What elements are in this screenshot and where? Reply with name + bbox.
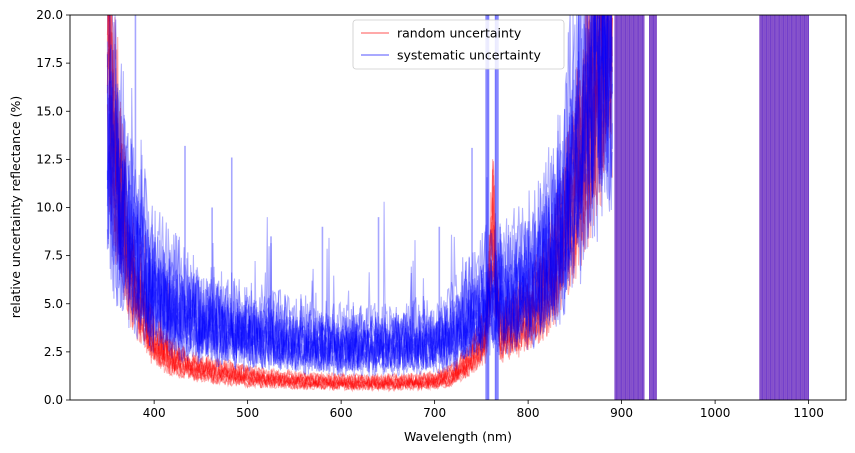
series-0-curve	[107, 15, 613, 390]
series-1-curve	[106, 15, 613, 372]
y-axis-label: relative uncertainty reflectance (%)	[8, 96, 23, 319]
series-1-curve	[106, 15, 611, 371]
y-tick-label: 10.0	[36, 201, 63, 215]
x-tick-label: 900	[610, 406, 633, 420]
series-0-curve	[107, 15, 613, 388]
y-tick-label: 5.0	[44, 297, 63, 311]
x-tick-label: 800	[517, 406, 540, 420]
series-1-curve	[109, 15, 613, 362]
x-axis: 400 500 600 700 800 900 1000 1100	[143, 400, 824, 420]
x-tick-label: 400	[143, 406, 166, 420]
series-1-curve	[106, 15, 612, 369]
y-tick-label: 2.5	[44, 345, 63, 359]
series-0-curve	[108, 15, 602, 388]
legend-label-systematic: systematic uncertainty	[397, 48, 541, 63]
y-tick-label: 15.0	[36, 104, 63, 118]
plot-background	[70, 15, 846, 400]
legend-label-random: random uncertainty	[397, 26, 522, 41]
x-tick-label: 1100	[793, 406, 824, 420]
series-1-curve	[106, 15, 613, 365]
series-1-curve	[106, 15, 613, 373]
legend-box	[352, 19, 565, 70]
series-0-curve	[106, 15, 613, 390]
series-0-curve	[106, 16, 613, 392]
series-0-curve	[106, 15, 609, 387]
x-axis-label: Wavelength (nm)	[404, 429, 512, 444]
series-layer	[106, 15, 810, 400]
series-1-curve	[107, 15, 609, 368]
series-0-curve	[106, 15, 609, 388]
series-0-curve	[108, 15, 613, 389]
legend: random uncertainty systematic uncertaint…	[352, 19, 565, 70]
y-tick-label: 20.0	[36, 8, 63, 22]
series-0-curve	[106, 17, 613, 393]
series-1-curve	[106, 15, 613, 378]
x-tick-label: 700	[423, 406, 446, 420]
series-0-curve	[106, 17, 613, 393]
x-tick-label: 500	[236, 406, 259, 420]
y-axis: 0.0 2.5 5.0 7.5 10.0 12.5 15.0 17.5 20.0	[36, 8, 70, 407]
series-1-curve	[106, 15, 613, 371]
y-tick-label: 17.5	[36, 56, 63, 70]
series-0-curve	[106, 15, 612, 391]
series-1-curve	[106, 15, 613, 373]
series-1-curve	[108, 15, 608, 363]
y-tick-label: 7.5	[44, 249, 63, 263]
series-0-curve	[108, 15, 613, 390]
y-tick-label: 0.0	[44, 393, 63, 407]
x-tick-label: 1000	[700, 406, 731, 420]
y-tick-label: 12.5	[36, 152, 63, 166]
series-1-curve	[106, 15, 613, 378]
x-tick-label: 600	[330, 406, 353, 420]
series-1	[106, 15, 810, 400]
